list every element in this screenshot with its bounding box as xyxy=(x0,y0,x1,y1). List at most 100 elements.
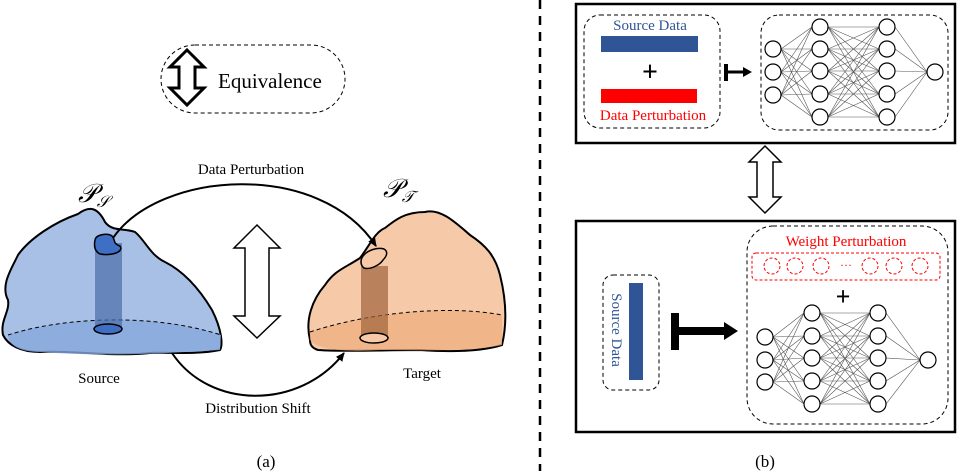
top-source-data-label: Source Data xyxy=(613,18,687,34)
nn-edge xyxy=(827,70,880,118)
weight-node xyxy=(763,257,781,275)
weight-node xyxy=(861,257,879,275)
bottom-source-data-bar xyxy=(629,283,643,380)
bottom-source-data-label: Source Data xyxy=(608,293,624,367)
nn-edge xyxy=(827,48,880,118)
source-data-bar xyxy=(601,36,698,52)
target-cylinder-bottom xyxy=(359,332,389,344)
nn-edge xyxy=(772,359,805,405)
nn-edge xyxy=(780,48,813,72)
nn-edge xyxy=(827,48,880,72)
nn-edge xyxy=(827,70,880,95)
nn-edge xyxy=(772,359,805,382)
bottom-data-input-group xyxy=(602,274,660,391)
target-label: Target xyxy=(403,366,442,382)
nn-node xyxy=(878,18,896,36)
nn-node xyxy=(811,62,829,80)
data-perturbation-box xyxy=(574,2,957,145)
nn-node xyxy=(926,63,944,81)
source-cylinder xyxy=(95,243,122,329)
target-dashed-horizon xyxy=(309,310,503,333)
bottom-network-group xyxy=(746,225,949,425)
bottom-maps-to-arrow xyxy=(671,313,738,350)
nn-edge xyxy=(885,357,921,361)
weight-perturbation-vector xyxy=(751,252,941,281)
nn-edge xyxy=(780,26,813,50)
nn-edge xyxy=(780,94,813,118)
nn-node xyxy=(878,40,896,58)
nn-edge xyxy=(819,357,871,405)
data-input-group xyxy=(583,14,721,129)
nn-edge xyxy=(885,359,921,405)
nn-edge xyxy=(819,312,871,337)
nn-node xyxy=(811,40,829,58)
nn-node xyxy=(756,351,774,369)
nn-node xyxy=(878,85,896,103)
weight-perturbation-label: Weight Perturbation xyxy=(786,234,907,250)
nn-node xyxy=(811,108,829,126)
nn-edge xyxy=(894,48,928,73)
nn-node xyxy=(756,373,774,391)
top-maps-to-arrow xyxy=(724,64,752,81)
top-network-group xyxy=(760,14,949,131)
nn-edge xyxy=(894,71,928,95)
weight-ellipsis: ··· xyxy=(840,258,852,272)
nn-edge xyxy=(772,335,805,383)
nn-node xyxy=(803,372,821,390)
nn-edge xyxy=(819,380,871,405)
nn-node xyxy=(878,108,896,126)
nn-edge xyxy=(885,335,921,361)
nn-edge xyxy=(780,26,813,73)
nn-edge xyxy=(827,26,880,50)
nn-edge xyxy=(772,312,805,361)
nn-node xyxy=(869,372,887,390)
nn-edge xyxy=(819,312,871,382)
nn-edge xyxy=(772,312,805,383)
caption-a: (a) xyxy=(257,452,276,471)
target-distribution-symbol: 𝒫𝒯 xyxy=(383,174,419,206)
nn-node xyxy=(869,349,887,367)
source-distribution-symbol: 𝒫𝒮 xyxy=(78,179,114,211)
weight-node xyxy=(911,257,929,275)
nn-edge xyxy=(827,26,880,95)
nn-edge xyxy=(827,26,880,118)
nn-node xyxy=(764,86,782,104)
nn-node xyxy=(803,327,821,345)
nn-edge xyxy=(885,312,921,361)
panel-b: Source Data + Data Perturbation Source D… xyxy=(574,2,957,471)
data-perturbation-arc-arrow xyxy=(112,183,377,247)
weight-perturbation-box xyxy=(574,219,957,434)
nn-edge xyxy=(885,359,921,382)
top-neural-network xyxy=(764,18,944,126)
nn-edge xyxy=(819,312,871,359)
nn-edge xyxy=(894,70,928,73)
nn-edge xyxy=(772,380,805,383)
data-perturbation-bar xyxy=(601,89,697,103)
nn-node xyxy=(811,18,829,36)
nn-edge xyxy=(772,357,805,383)
source-cylinder-bottom xyxy=(93,323,123,335)
top-data-perturbation-label: Data Perturbation xyxy=(600,108,707,124)
nn-node xyxy=(869,395,887,413)
target-cylinder xyxy=(361,266,388,338)
equivalence-legend-box xyxy=(160,44,346,114)
nn-node xyxy=(764,63,782,81)
bottom-plus-sign: + xyxy=(836,282,851,311)
nn-node xyxy=(919,351,937,369)
nn-edge xyxy=(827,93,880,118)
nn-edge xyxy=(819,312,871,405)
nn-edge xyxy=(894,26,928,73)
nn-node xyxy=(869,304,887,322)
equivalence-label: Equivalence xyxy=(218,69,322,93)
nn-edge xyxy=(780,26,813,96)
weight-node xyxy=(812,257,830,275)
center-double-arrow-icon xyxy=(232,223,282,340)
between-double-arrow-icon xyxy=(747,144,783,215)
panel-a: Equivalence Data Perturbation Distributi… xyxy=(1,44,507,471)
nn-edge xyxy=(772,312,805,338)
nn-node xyxy=(756,328,774,346)
nn-node xyxy=(803,395,821,413)
weight-node xyxy=(786,257,804,275)
target-cylinder-top xyxy=(360,247,388,270)
